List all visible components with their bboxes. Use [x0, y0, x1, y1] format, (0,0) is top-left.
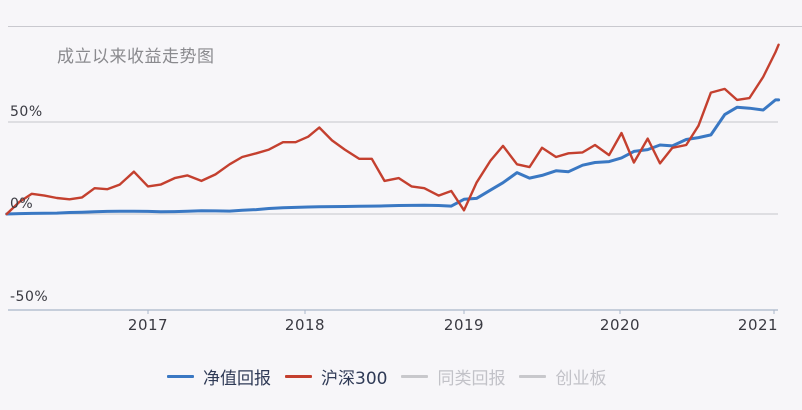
y-tick-50: 50%	[10, 104, 43, 120]
legend-line-icon	[167, 375, 194, 378]
y-tick-0: 0%	[10, 196, 34, 212]
y-tick-neg50: -50%	[10, 289, 49, 305]
x-tick-2017: 2017	[127, 316, 169, 334]
legend-item-peer-return[interactable]: 同类回报	[401, 364, 505, 389]
legend-label: 净值回报	[203, 369, 271, 389]
legend-line-icon	[519, 375, 547, 378]
x-tick-2020: 2020	[599, 316, 641, 334]
x-axis-ticks	[147, 310, 775, 314]
x-tick-2019: 2019	[443, 316, 485, 334]
legend-item-nav-return[interactable]: 净值回报	[167, 364, 271, 389]
series-lines	[5, 43, 781, 216]
legend-label: 同类回报	[437, 369, 506, 389]
legend-label: 沪深300	[321, 369, 388, 389]
legend-item-csi300[interactable]: 沪深300	[285, 364, 387, 389]
series-line-nav-return	[5, 98, 781, 216]
top-divider	[8, 26, 802, 27]
chart-title: 成立以来收益走势图	[57, 47, 215, 67]
x-tick-2018: 2018	[284, 316, 326, 334]
grid-lines	[8, 121, 778, 311]
x-tick-2021: 2021	[737, 316, 779, 334]
legend-label: 创业板	[555, 369, 607, 389]
series-line-csi300	[5, 43, 780, 216]
legend-item-chinext[interactable]: 创业板	[519, 364, 606, 389]
legend-line-icon	[401, 375, 429, 378]
chart-legend: 净值回报 沪深300 同类回报 创业板	[167, 364, 620, 389]
legend-line-icon	[285, 375, 312, 378]
